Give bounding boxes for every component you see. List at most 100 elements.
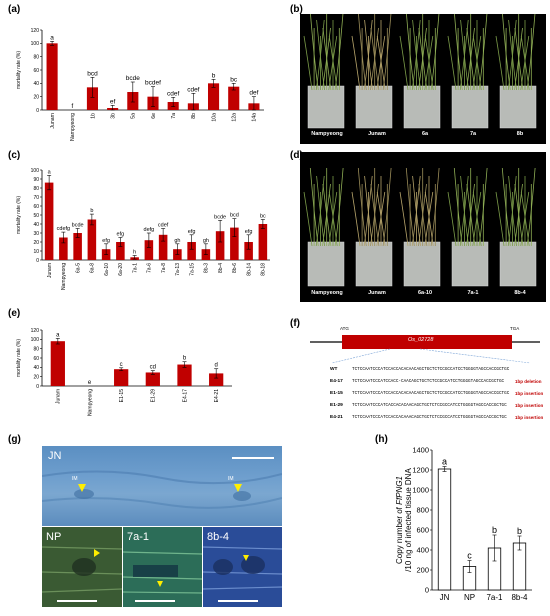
- pot: [451, 241, 489, 287]
- leaf: [370, 183, 380, 247]
- caption-d-4: 7a-1: [467, 290, 479, 296]
- significance-letter: c: [120, 362, 123, 368]
- significance-letter: b: [183, 356, 187, 362]
- caption-b-4: 7a: [469, 131, 477, 137]
- seq-label: WT: [330, 367, 338, 372]
- x-tick-label: 7a-1: [486, 593, 503, 602]
- caption-b-5: 8b: [516, 131, 524, 137]
- x-tick-label: 3b: [110, 113, 116, 119]
- bar: [114, 369, 129, 386]
- leaf: [412, 19, 421, 91]
- leaf: [376, 35, 386, 91]
- x-tick-label: 8b-4: [218, 263, 224, 273]
- micrograph-label-7a-1: 7a-1: [127, 531, 150, 543]
- leaf: [453, 167, 463, 247]
- panel-label-h: (h): [375, 434, 388, 445]
- x-tick-label: 7a-1: [132, 263, 138, 273]
- x-tick-label: 5a: [131, 113, 137, 119]
- plant-illustration-b: [303, 14, 537, 129]
- plant-illustration-d: [303, 167, 537, 287]
- x-tick-label: 10a: [211, 113, 217, 122]
- significance-letter: bcdef: [145, 80, 161, 87]
- significance-letter: bc: [230, 76, 238, 83]
- x-tick-label: 8b: [191, 113, 197, 119]
- significance-letter: cdef: [158, 223, 169, 229]
- y-tick-label: 400: [416, 546, 429, 555]
- significance-letter: cdef: [167, 90, 179, 97]
- y-tick-label: 120: [31, 28, 40, 34]
- x-tick-label: 8b-4: [511, 593, 528, 602]
- y-tick-label: 60: [33, 356, 39, 362]
- y-axis-label: mortality rate (%): [16, 339, 22, 377]
- y-tick-label: 0: [425, 586, 429, 595]
- leaf: [501, 167, 511, 247]
- significance-letter: f: [71, 103, 73, 110]
- y-tick-label: 40: [33, 222, 39, 228]
- x-tick-label: 8b-3: [204, 263, 210, 273]
- panel-label-e: (e): [8, 308, 21, 319]
- leaf: [399, 35, 409, 91]
- panel-label-d: (d): [290, 150, 303, 161]
- seq-row: E4-21 TCTCCAATCCCATCCACCACAAACAGCTGCTCTCC…: [330, 415, 507, 420]
- caption-d-1: Nampyeong: [311, 290, 343, 296]
- seq-row: E4-17 TCTCCAATCCCATCCACC-CAACAGCTGCTCTCCG…: [330, 379, 504, 384]
- y-tick-label: 200: [416, 566, 429, 575]
- micrograph-8b-4: 8b-4: [203, 527, 282, 607]
- seq-note: 1bp deletion: [515, 379, 542, 384]
- y-tick-label: 10: [33, 249, 39, 255]
- plant-photo-b: Nampyeong Junam 6a 7a 8b: [300, 14, 546, 144]
- leaf: [418, 27, 428, 91]
- leaf: [406, 14, 415, 91]
- im-label-1: IM: [72, 476, 78, 482]
- significance-letter: bcde: [72, 223, 84, 229]
- significance-letter: efg: [188, 229, 196, 235]
- micrograph-texture: [42, 527, 122, 607]
- significance-letter: cdef: [187, 86, 199, 93]
- bar: [258, 224, 268, 260]
- leaf: [358, 14, 367, 91]
- significance-letter: b: [90, 208, 93, 214]
- significance-letter: b: [492, 525, 497, 535]
- bar: [87, 219, 97, 260]
- significance-letter: gh: [203, 238, 209, 244]
- x-tick-label: Nampyeong: [87, 389, 93, 416]
- seq-note: 1bp insertion: [515, 415, 544, 420]
- copy-number-chart-h: 0 200 400 600 800 1000 1200 1400 Copy number of …: [395, 446, 532, 602]
- x-tick-label: 6e: [151, 113, 157, 119]
- leaf: [418, 183, 428, 247]
- leaf: [447, 35, 457, 91]
- leaf: [364, 175, 373, 247]
- x-tick-label: Junam: [56, 389, 62, 404]
- leaf: [405, 167, 415, 247]
- leaf: [520, 191, 530, 247]
- bar: [46, 43, 58, 110]
- micrograph-7a-1: 7a-1: [123, 527, 202, 607]
- mortality-chart-c: 0 10 20 30 40 50 60 70 80 90 100 mortality rate (%)…: [16, 168, 270, 290]
- seq-text: TCTCCAATCCCATCCACCACACAACAGCTGCTCTCCGCCA…: [352, 367, 510, 372]
- significance-letter: bc: [260, 214, 266, 220]
- gene-diagram: ATG TGA Os_02728: [300, 325, 546, 425]
- leaf: [424, 35, 434, 91]
- caption-d-5: 8b-4: [514, 290, 526, 296]
- y-tick-label: 120: [31, 328, 40, 334]
- leaf: [322, 183, 332, 247]
- bar: [177, 364, 192, 386]
- pot: [307, 241, 345, 287]
- x-tick-label: 6a-10: [104, 263, 110, 276]
- panel-label-a: (a): [8, 4, 21, 15]
- gene-stop-codon: TGA: [510, 326, 520, 331]
- y-tick-label: 600: [416, 526, 429, 535]
- caption-b-1: Nampyeong: [311, 131, 343, 137]
- plant-photo-d: Nampyeong Junam 6a-10 7a-1 8b-4: [300, 152, 546, 302]
- gene-structure: [310, 335, 540, 364]
- leaf: [460, 175, 469, 247]
- leaf: [303, 35, 313, 91]
- significance-letter: bcde: [214, 214, 226, 220]
- y-tick-label: 0: [36, 108, 39, 114]
- y-tick-label: 70: [33, 195, 39, 201]
- seq-row: E1-29 TCTCCAATCCCATCACCACACAACAGCTGCTCTCC…: [330, 403, 507, 408]
- y-tick-label: 1200: [412, 466, 429, 475]
- leaf: [508, 19, 517, 91]
- seq-label: E1-29: [330, 403, 343, 408]
- y-tick-label: 30: [33, 231, 39, 237]
